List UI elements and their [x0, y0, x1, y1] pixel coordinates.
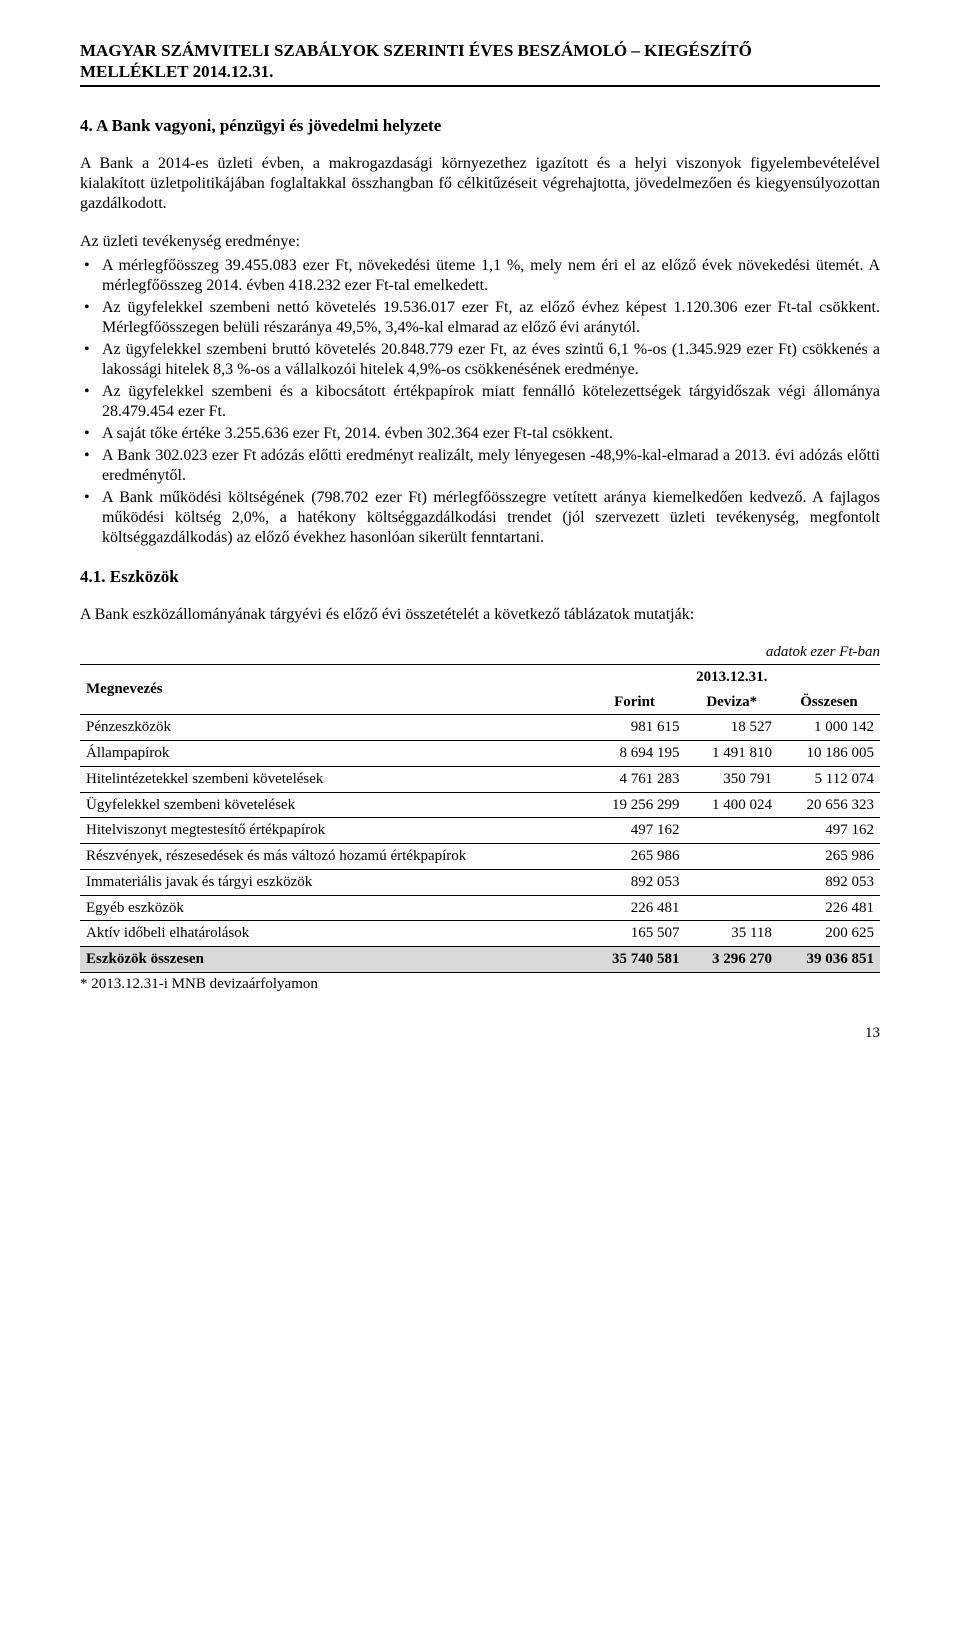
list-item: A saját tőke értéke 3.255.636 ezer Ft, 2… [80, 424, 880, 444]
cell-deviza: 35 118 [686, 921, 778, 947]
list-item: A Bank működési költségének (798.702 eze… [80, 488, 880, 548]
cell-forint: 497 162 [584, 818, 686, 844]
subsection-4-1-intro: A Bank eszközállományának tárgyévi és el… [80, 605, 880, 625]
col-header-period: 2013.12.31. [584, 664, 881, 689]
cell-deviza: 1 491 810 [686, 741, 778, 767]
table-row: Aktív időbeli elhatárolások 165 507 35 1… [80, 921, 880, 947]
cell-forint: 226 481 [584, 895, 686, 921]
col-header-forint: Forint [584, 690, 686, 715]
table-row: Hitelintézetekkel szembeni követelések 4… [80, 766, 880, 792]
list-item: Az ügyfelekkel szembeni bruttó követelés… [80, 340, 880, 380]
subsection-4-1-title: 4.1. Eszközök [80, 566, 880, 587]
cell-deviza: 350 791 [686, 766, 778, 792]
table-caption: adatok ezer Ft-ban [80, 643, 880, 662]
cell-forint: 8 694 195 [584, 741, 686, 767]
cell-deviza [686, 869, 778, 895]
cell-total: 892 053 [778, 869, 880, 895]
col-header-total: Összesen [778, 690, 880, 715]
cell-total: 10 186 005 [778, 741, 880, 767]
cell-deviza [686, 895, 778, 921]
list-item: Az ügyfelekkel szembeni nettó követelés … [80, 298, 880, 338]
cell-label: Immateriális javak és tárgyi eszközök [80, 869, 584, 895]
cell-total: 1 000 142 [778, 715, 880, 741]
table-row: Egyéb eszközök 226 481 226 481 [80, 895, 880, 921]
table-row: Ügyfelekkel szembeni követelések 19 256 … [80, 792, 880, 818]
cell-total: 20 656 323 [778, 792, 880, 818]
list-item: Az ügyfelekkel szembeni és a kibocsátott… [80, 382, 880, 422]
cell-total: 200 625 [778, 921, 880, 947]
table-row: Pénzeszközök 981 615 18 527 1 000 142 [80, 715, 880, 741]
assets-table: Megnevezés 2013.12.31. Forint Deviza* Ös… [80, 664, 880, 973]
list-item: A mérlegfőösszeg 39.455.083 ezer Ft, növ… [80, 256, 880, 296]
results-list: A mérlegfőösszeg 39.455.083 ezer Ft, növ… [80, 256, 880, 548]
cell-total: 39 036 851 [778, 947, 880, 973]
table-footnote: * 2013.12.31-i MNB devizaárfolyamon [80, 975, 880, 994]
col-header-deviza: Deviza* [686, 690, 778, 715]
cell-forint: 19 256 299 [584, 792, 686, 818]
section-4-title: 4. A Bank vagyoni, pénzügyi és jövedelmi… [80, 115, 880, 136]
list-intro: Az üzleti tevékenység eredménye: [80, 232, 880, 252]
section-4-intro: A Bank a 2014-es üzleti évben, a makroga… [80, 154, 880, 214]
document-header: MAGYAR SZÁMVITELI SZABÁLYOK SZERINTI ÉVE… [80, 40, 880, 87]
col-header-name: Megnevezés [80, 664, 584, 715]
cell-total: 226 481 [778, 895, 880, 921]
cell-deviza: 18 527 [686, 715, 778, 741]
cell-forint: 4 761 283 [584, 766, 686, 792]
cell-label: Állampapírok [80, 741, 584, 767]
list-item: A Bank 302.023 ezer Ft adózás előtti ere… [80, 446, 880, 486]
cell-label: Hitelintézetekkel szembeni követelések [80, 766, 584, 792]
cell-label: Aktív időbeli elhatárolások [80, 921, 584, 947]
cell-label: Pénzeszközök [80, 715, 584, 741]
table-row: Immateriális javak és tárgyi eszközök 89… [80, 869, 880, 895]
cell-forint: 35 740 581 [584, 947, 686, 973]
cell-forint: 892 053 [584, 869, 686, 895]
cell-total: 5 112 074 [778, 766, 880, 792]
cell-deviza: 3 296 270 [686, 947, 778, 973]
cell-deviza [686, 818, 778, 844]
table-row: Állampapírok 8 694 195 1 491 810 10 186 … [80, 741, 880, 767]
cell-label: Hitelviszonyt megtestesítő értékpapírok [80, 818, 584, 844]
header-line1: MAGYAR SZÁMVITELI SZABÁLYOK SZERINTI ÉVE… [80, 41, 752, 60]
cell-total: 497 162 [778, 818, 880, 844]
cell-forint: 165 507 [584, 921, 686, 947]
cell-label: Részvények, részesedések és más változó … [80, 844, 584, 870]
cell-label: Eszközök összesen [80, 947, 584, 973]
cell-deviza [686, 844, 778, 870]
cell-forint: 981 615 [584, 715, 686, 741]
cell-deviza: 1 400 024 [686, 792, 778, 818]
cell-total: 265 986 [778, 844, 880, 870]
cell-label: Ügyfelekkel szembeni követelések [80, 792, 584, 818]
page-number: 13 [80, 1024, 880, 1043]
cell-label: Egyéb eszközök [80, 895, 584, 921]
table-row: Hitelviszonyt megtestesítő értékpapírok … [80, 818, 880, 844]
header-line2: MELLÉKLET 2014.12.31. [80, 62, 273, 81]
table-row: Részvények, részesedések és más változó … [80, 844, 880, 870]
table-total-row: Eszközök összesen 35 740 581 3 296 270 3… [80, 947, 880, 973]
cell-forint: 265 986 [584, 844, 686, 870]
